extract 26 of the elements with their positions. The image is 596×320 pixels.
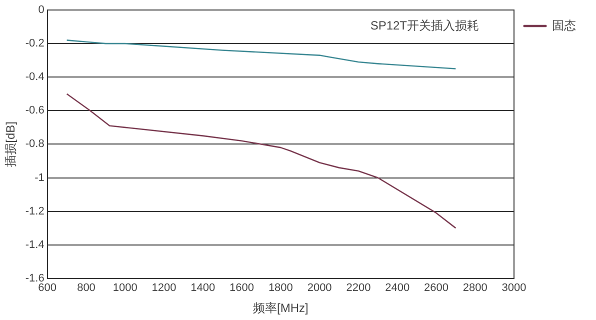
x-tick-label: 2600 bbox=[424, 282, 448, 294]
x-tick-label: 1400 bbox=[190, 282, 216, 294]
x-tick-label: 1600 bbox=[230, 282, 254, 294]
y-tick-label: -0.4 bbox=[25, 71, 44, 84]
y-axis-title: 插损[dB] bbox=[4, 122, 18, 167]
legend-label: 固态 bbox=[552, 18, 576, 32]
x-tick-label: 600 bbox=[38, 282, 57, 294]
y-tick-label: -1.2 bbox=[25, 205, 44, 218]
x-tick-label: 2800 bbox=[462, 282, 488, 294]
x-axis-title: 频率[MHz] bbox=[253, 301, 308, 316]
x-tick-label: 3000 bbox=[502, 282, 526, 294]
y-tick-label: -0.2 bbox=[25, 38, 44, 50]
x-tick-label: 1800 bbox=[268, 282, 293, 294]
x-tick-label: 2400 bbox=[385, 282, 410, 294]
x-tick-label: 2200 bbox=[346, 282, 371, 294]
x-tick-label: 2000 bbox=[307, 282, 332, 294]
y-tick-label: -1.4 bbox=[25, 238, 44, 251]
y-tick-label: 0 bbox=[38, 4, 44, 16]
x-tick-label: 1000 bbox=[112, 282, 138, 294]
text: SP12T开关插入损耗 bbox=[370, 18, 479, 32]
y-tick-label: -0.8 bbox=[25, 138, 44, 150]
y-tick-label: -1 bbox=[34, 172, 44, 184]
x-tick-label: 1200 bbox=[152, 282, 176, 294]
y-tick-label: -0.6 bbox=[25, 104, 44, 117]
x-tick-label: 800 bbox=[77, 282, 96, 294]
y-tick-label: -1.6 bbox=[25, 272, 44, 284]
